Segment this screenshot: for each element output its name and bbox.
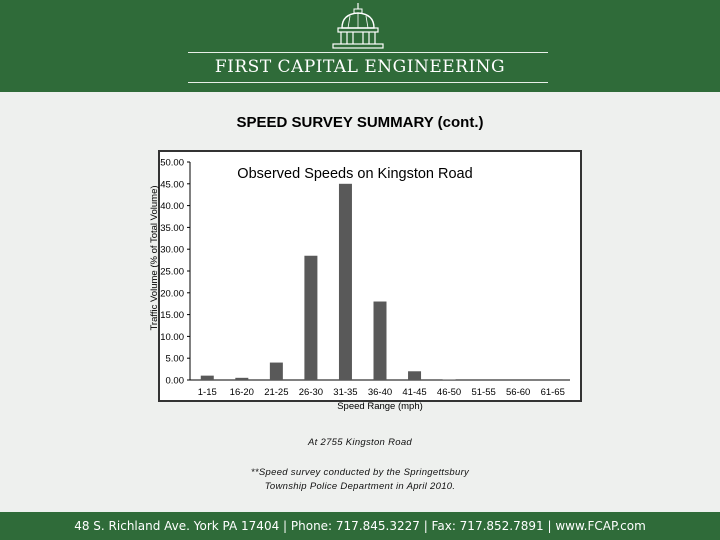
y-axis-title: Traffic Volume (% of Total Volume) (149, 185, 160, 330)
header-rule-bottom (188, 82, 548, 83)
page-title: SPEED SURVEY SUMMARY (cont.) (236, 114, 484, 131)
y-tick-label: 40.00 (160, 201, 184, 212)
header-rule-top (188, 52, 548, 53)
x-tick-label: 1-15 (198, 387, 217, 398)
bar (373, 301, 387, 380)
bar (200, 375, 214, 380)
y-tick-label: 10.00 (160, 332, 184, 343)
y-tick-label: 50.00 (160, 158, 184, 169)
header-banner: FIRST CAPITAL ENGINEERING (0, 0, 720, 92)
y-tick-label: 5.00 (166, 354, 185, 365)
y-tick-label: 35.00 (160, 223, 184, 234)
bar (304, 255, 318, 380)
bar (235, 377, 249, 380)
survey-note-line-1: **Speed survey conducted by the Springet… (250, 467, 470, 478)
company-name: FIRST CAPITAL ENGINEERING (214, 57, 506, 77)
y-tick-label: 30.00 (160, 245, 184, 256)
bar (338, 183, 352, 380)
bar (269, 362, 283, 380)
chart-title: Observed Speeds on Kingston Road (237, 166, 472, 182)
bar (408, 371, 422, 380)
footer-contact: 48 S. Richland Ave. York PA 17404 | Phon… (0, 512, 720, 540)
survey-note-line-2: Township Police Department in April 2010… (264, 481, 456, 492)
y-tick-label: 25.00 (160, 267, 184, 278)
x-tick-label: 56-60 (506, 387, 530, 398)
x-axis-title: Speed Range (mph) (337, 401, 423, 412)
x-tick-label: 31-35 (333, 387, 357, 398)
x-tick-label: 21-25 (264, 387, 288, 398)
y-tick-label: 45.00 (160, 179, 184, 190)
x-tick-label: 36-40 (368, 387, 392, 398)
y-tick-label: 20.00 (160, 288, 184, 299)
y-tick-label: 0.00 (166, 376, 185, 387)
location-subtitle: At 2755 Kingston Road (307, 437, 412, 448)
x-tick-label: 26-30 (299, 387, 323, 398)
x-tick-label: 16-20 (230, 387, 254, 398)
chart-frame (158, 150, 582, 402)
capitol-dome-icon (332, 3, 384, 49)
x-tick-label: 41-45 (402, 387, 426, 398)
x-tick-label: 51-55 (471, 387, 495, 398)
survey-note: **Speed survey conducted by the Springet… (0, 466, 720, 494)
y-tick-label: 15.00 (160, 310, 184, 321)
x-tick-label: 46-50 (437, 387, 461, 398)
x-tick-label: 61-65 (541, 387, 565, 398)
